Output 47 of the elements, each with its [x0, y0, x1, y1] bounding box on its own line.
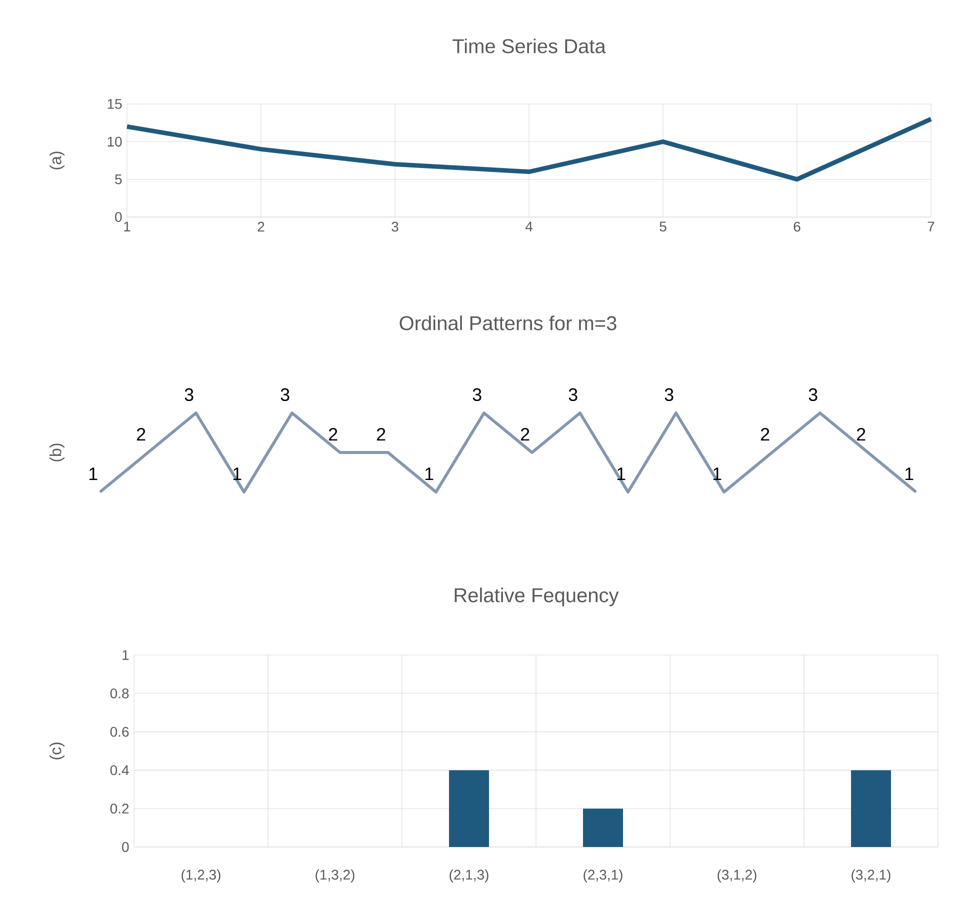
x-tick-label: 7 [928, 222, 934, 232]
y-tick-label: 5 [115, 174, 122, 184]
y-tick-label: 15 [108, 99, 122, 109]
data-label: 1 [713, 468, 722, 480]
y-tick-label: 0 [122, 842, 129, 852]
x-tick-label: (3,2,1) [852, 869, 890, 882]
x-tick-label: (2,3,1) [584, 869, 622, 882]
data-label: 1 [905, 468, 914, 480]
data-label: 2 [520, 428, 530, 441]
x-tick-label: (1,3,2) [316, 869, 354, 882]
x-tick-label: 2 [258, 222, 264, 232]
data-label: 2 [136, 428, 146, 441]
chart-title: Relative Fequency [454, 588, 619, 606]
data-label: 3 [280, 388, 290, 402]
chart-title: Ordinal Patterns for m=3 [400, 316, 616, 330]
data-label: 1 [617, 468, 626, 480]
y-tick-label: 0.8 [110, 688, 129, 698]
data-label: 1 [233, 468, 242, 480]
x-tick-label: 5 [660, 222, 666, 232]
x-tick-label: (1,2,3) [182, 869, 220, 882]
data-label: 3 [664, 388, 674, 402]
x-tick-label: (2,1,3) [450, 869, 488, 882]
y-axis-title: (b) [50, 444, 64, 462]
line-series [124, 116, 934, 182]
data-label: 2 [328, 428, 338, 441]
y-tick-label: 0.2 [110, 804, 129, 814]
y-tick-label: 0.6 [110, 726, 129, 737]
data-label: 3 [568, 388, 578, 402]
y-tick-label: 1 [122, 650, 129, 660]
x-tick-label: 4 [525, 222, 532, 232]
chart-title: Time Series Data [452, 38, 606, 54]
y-tick-label: 10 [108, 136, 122, 147]
data-label: 1 [89, 468, 98, 480]
x-tick-label: 6 [794, 222, 800, 232]
x-tick-label: 3 [392, 222, 398, 232]
y-axis-title: (c) [50, 742, 64, 760]
data-label: 2 [760, 428, 770, 441]
data-label: 3 [184, 388, 194, 402]
y-tick-label: 0 [115, 212, 122, 222]
y-axis-title: (a) [50, 152, 64, 170]
x-tick-label: (3,1,2) [718, 869, 756, 882]
data-label: 3 [808, 388, 818, 402]
data-label: 3 [472, 388, 482, 402]
data-label: 2 [856, 428, 866, 441]
data-label: 2 [376, 428, 386, 441]
data-label: 1 [425, 468, 434, 480]
y-tick-label: 0.4 [110, 765, 129, 776]
